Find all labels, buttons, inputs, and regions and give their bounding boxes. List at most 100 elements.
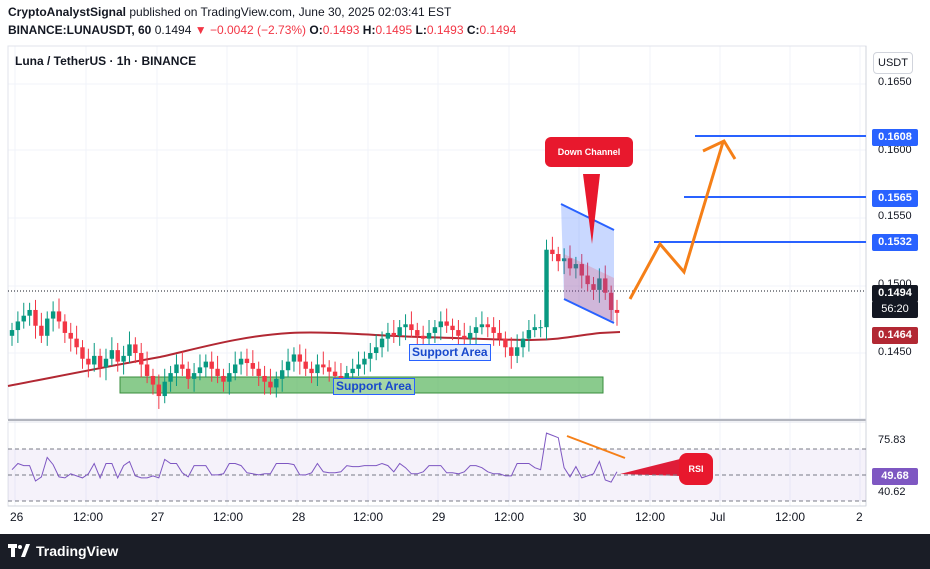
price-tag-1565[interactable]: 0.1565 [872,190,918,207]
down-channel-callout[interactable]: Down Channel [545,137,633,167]
candle-down[interactable] [415,330,420,336]
candle-up[interactable] [432,327,438,333]
candle-down[interactable] [338,375,344,379]
candle-up[interactable] [520,338,526,348]
down-channel-lower[interactable] [563,298,615,324]
candle-down[interactable] [491,327,496,333]
candle-up[interactable] [203,361,209,368]
candle-down[interactable] [550,249,555,255]
candle-up[interactable] [362,358,367,365]
candlestick-series[interactable] [9,236,620,409]
candle-down[interactable] [326,367,332,372]
currency-button[interactable]: USDT [873,52,913,74]
candle-down[interactable] [614,309,620,313]
candle-down[interactable] [303,361,308,369]
candle-up[interactable] [285,361,291,371]
candle-up[interactable] [50,311,56,319]
candle-down[interactable] [150,375,156,385]
candle-up[interactable] [274,378,279,388]
candle-up[interactable] [544,249,549,328]
ma-price-tag[interactable]: 0.1464 [872,327,918,344]
candle-up[interactable] [573,264,579,269]
candle-up[interactable] [109,350,115,359]
chart-area[interactable]: Luna / TetherUS · 1h · BINANCE USDT 0.16… [0,44,930,534]
candle-down[interactable] [97,355,103,368]
candle-down[interactable] [256,368,261,376]
rsi-divergence-line[interactable] [566,435,626,459]
candle-down[interactable] [133,344,138,354]
candle-down[interactable] [556,254,561,262]
candle-down[interactable] [450,325,455,331]
candle-up[interactable] [403,324,408,328]
candle-down[interactable] [62,321,68,333]
candle-down[interactable] [80,347,85,359]
candle-up[interactable] [385,332,391,339]
candle-up[interactable] [356,364,361,369]
candle-up[interactable] [426,332,432,339]
candle-up[interactable] [233,364,238,374]
candle-down[interactable] [579,264,584,276]
candle-down[interactable] [139,353,144,365]
candle-down[interactable] [221,375,226,382]
candle-down[interactable] [33,309,38,326]
candle-down[interactable] [180,364,185,369]
candle-up[interactable] [9,330,15,336]
candle-up[interactable] [438,321,443,328]
candle-down[interactable] [156,384,162,397]
candle-up[interactable] [191,373,197,379]
down-channel-upper[interactable] [560,203,615,231]
candle-up[interactable] [291,354,297,362]
candle-down[interactable] [215,368,220,376]
candle-down[interactable] [115,350,120,362]
candle-down[interactable] [268,381,273,388]
candle-up[interactable] [397,327,402,336]
candle-up[interactable] [45,318,50,336]
candle-up[interactable] [174,364,179,374]
candle-down[interactable] [244,358,250,364]
candle-up[interactable] [238,358,244,365]
candle-up[interactable] [514,347,520,356]
candle-down[interactable] [485,324,490,328]
candle-down[interactable] [321,364,326,368]
candle-up[interactable] [368,353,373,359]
rsi-callout[interactable]: RSI [679,453,713,485]
candle-up[interactable] [92,355,97,365]
candle-down[interactable] [456,330,461,336]
projection-path[interactable] [628,141,725,300]
price-tag-1532[interactable]: 0.1532 [872,234,918,251]
rsi-value-tag[interactable]: 49.68 [872,468,918,485]
last-price-tag[interactable]: 0.1494 [872,285,918,302]
candle-up[interactable] [197,367,203,374]
candle-down[interactable] [56,311,62,322]
candle-up[interactable] [467,332,473,339]
candle-down[interactable] [603,278,608,293]
candle-up[interactable] [379,338,385,348]
support-area-label-2[interactable]: Support Area [333,378,415,395]
candle-down[interactable] [86,358,91,365]
candle-down[interactable] [591,284,596,290]
candle-up[interactable] [121,355,126,362]
candle-up[interactable] [526,330,532,339]
candle-down[interactable] [144,364,150,376]
candle-up[interactable] [103,358,109,368]
candle-down[interactable] [409,324,414,331]
candle-up[interactable] [27,309,32,316]
author-name[interactable]: CryptoAnalystSignal [8,5,127,19]
candle-down[interactable] [462,335,467,339]
candle-down[interactable] [497,332,502,339]
candle-down[interactable] [608,292,614,310]
candle-down[interactable] [262,375,267,382]
rsi-line[interactable] [11,432,618,483]
candle-up[interactable] [168,373,173,382]
candle-down[interactable] [297,354,303,362]
candle-down[interactable] [68,332,73,339]
candle-down[interactable] [444,321,449,326]
candle-down[interactable] [332,371,338,376]
candle-up[interactable] [479,324,485,328]
candle-down[interactable] [209,361,214,369]
chart-canvas[interactable] [0,44,930,534]
candle-down[interactable] [250,363,256,369]
candle-up[interactable] [473,327,479,333]
candle-up[interactable] [538,327,543,329]
chart-symbol-label[interactable]: Luna / TetherUS · 1h · BINANCE [15,54,197,68]
